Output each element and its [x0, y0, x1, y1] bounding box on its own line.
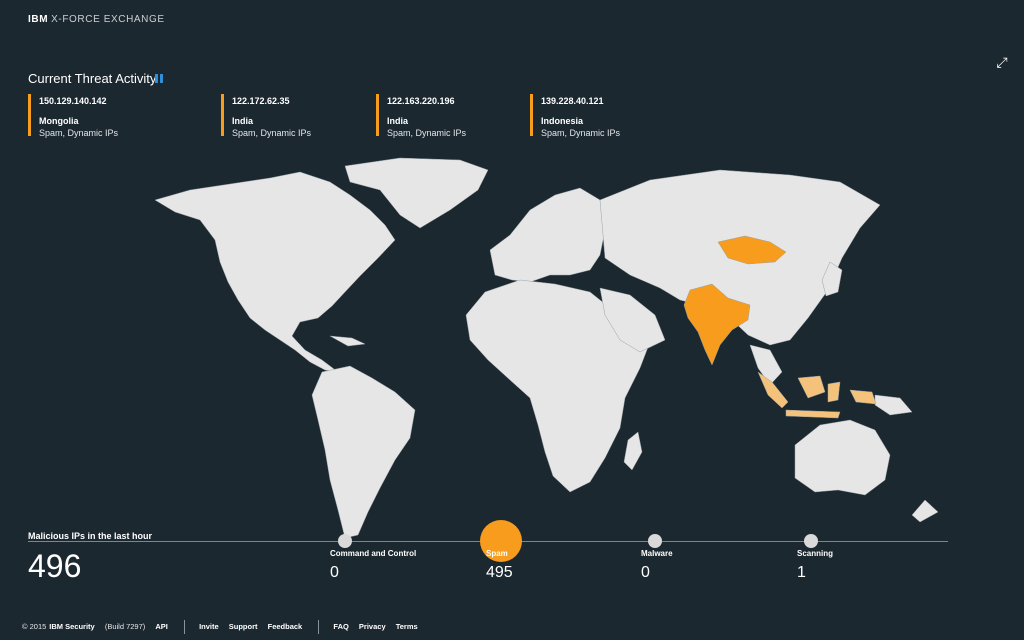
- threat-item[interactable]: 150.129.140.142 Mongolia Spam, Dynamic I…: [28, 94, 119, 138]
- footer-feedback-link[interactable]: Feedback: [267, 621, 303, 631]
- stat-value: 0: [641, 564, 650, 581]
- threat-types: Spam, Dynamic IPs: [232, 128, 312, 138]
- map-europe: [489, 187, 606, 283]
- footer-privacy-link[interactable]: Privacy: [358, 621, 386, 631]
- footer-build: (Build 7297): [104, 621, 146, 631]
- threat-country: India: [387, 116, 409, 126]
- brand-title: X-FORCE EXCHANGE: [51, 14, 165, 25]
- threat-country: Indonesia: [541, 116, 584, 126]
- stat-value: 1: [797, 564, 806, 581]
- footer: © 2015 IBM Security (Build 7297) API Invi…: [22, 620, 426, 634]
- stat-label: Command and Control: [330, 549, 417, 558]
- threat-ip: 122.163.220.196: [387, 96, 455, 106]
- stat-value: 0: [330, 564, 339, 581]
- footer-faq-link[interactable]: FAQ: [333, 621, 349, 631]
- footer-support-link[interactable]: Support: [228, 621, 258, 631]
- map-africa: [465, 279, 651, 493]
- threat-item[interactable]: 122.172.62.35 India Spam, Dynamic IPs: [221, 94, 312, 138]
- threat-types: Spam, Dynamic IPs: [541, 128, 621, 138]
- map-papua: [874, 394, 913, 416]
- expand-arrows-icon[interactable]: ⤢: [996, 54, 1008, 70]
- map-new-zealand: [911, 499, 939, 523]
- map-greenland: [344, 157, 489, 229]
- threat-country: Mongolia: [39, 116, 79, 126]
- threat-ip: 139.228.40.121: [541, 96, 604, 106]
- malicious-ips-label: Malicious IPs in the last hour: [28, 531, 153, 541]
- footer-copyright: © 2015 IBM Security: [22, 621, 95, 631]
- map-india: [683, 283, 751, 366]
- stat-scanning[interactable]: Scanning 1: [797, 549, 833, 582]
- brand-logo[interactable]: IBM X-FORCE EXCHANGE: [28, 14, 165, 25]
- stat-malware[interactable]: Malware 0: [641, 549, 673, 582]
- footer-invite-link[interactable]: Invite: [199, 621, 219, 631]
- stat-label: Malware: [641, 549, 673, 558]
- spam-bubble: [480, 520, 522, 562]
- map-southeast-asia: [749, 344, 783, 386]
- threat-ip: 150.129.140.142: [39, 96, 107, 106]
- map-indonesia: [757, 371, 877, 419]
- command-control-bubble: [338, 534, 352, 548]
- threat-country: India: [232, 116, 254, 126]
- map-arabia: [599, 287, 666, 353]
- stat-label: Spam: [486, 549, 508, 558]
- footer-terms-link[interactable]: Terms: [395, 621, 418, 631]
- brand-ibm: IBM: [28, 14, 49, 25]
- world-map[interactable]: [0, 150, 1024, 545]
- pause-icon[interactable]: [155, 74, 163, 83]
- stat-command-control[interactable]: Command and Control 0: [330, 549, 416, 582]
- threat-types: Spam, Dynamic IPs: [39, 128, 119, 138]
- footer-api-link[interactable]: API: [155, 621, 168, 631]
- footer-divider: [183, 620, 185, 634]
- map-madagascar: [623, 431, 643, 471]
- threat-ip: 122.172.62.35: [232, 96, 290, 106]
- malicious-ips-count: 496: [28, 548, 82, 584]
- stat-label: Scanning: [797, 549, 834, 558]
- map-australia: [794, 419, 891, 496]
- stat-value: 495: [486, 564, 513, 581]
- footer-divider: [318, 620, 320, 634]
- map-south-america: [311, 365, 416, 539]
- map-caribbean: [329, 335, 366, 347]
- map-japan: [821, 261, 843, 297]
- stat-spam[interactable]: Spam 495: [486, 549, 513, 582]
- threat-types: Spam, Dynamic IPs: [387, 128, 467, 138]
- malware-bubble: [648, 534, 662, 548]
- threat-item[interactable]: 139.228.40.121 Indonesia Spam, Dynamic I…: [530, 94, 621, 138]
- map-north-america: [154, 171, 396, 373]
- map-mongolia: [717, 235, 787, 265]
- threat-item[interactable]: 122.163.220.196 India Spam, Dynamic IPs: [376, 94, 467, 138]
- scanning-bubble: [804, 534, 818, 548]
- threat-activity-title: Current Threat Activity: [28, 71, 157, 86]
